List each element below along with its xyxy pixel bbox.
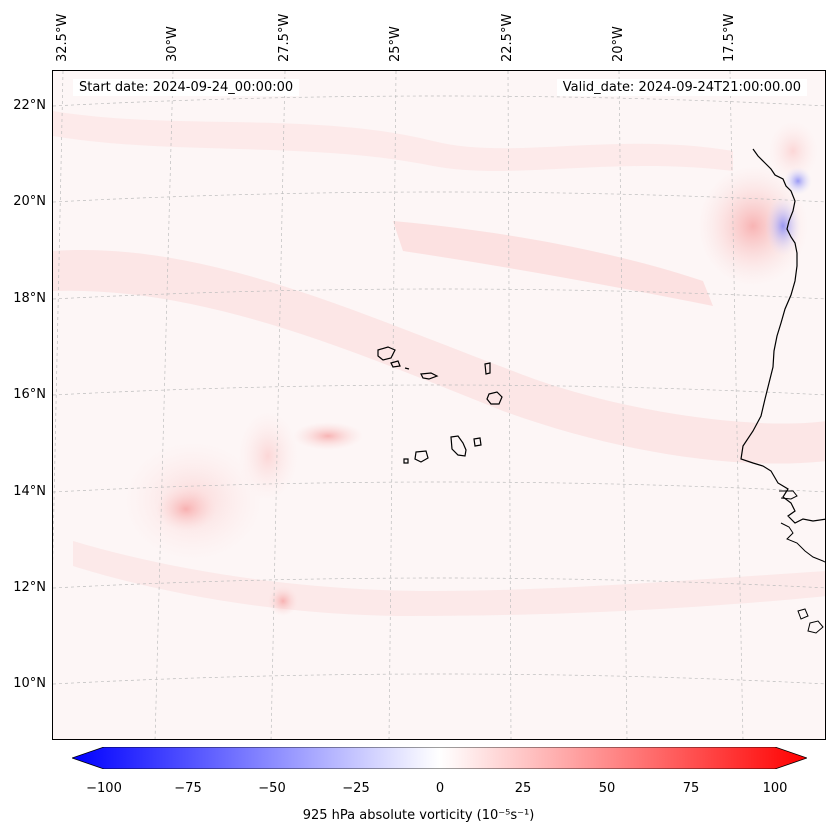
cape-verde-islands	[377, 346, 503, 464]
colorbar-tick: −75	[174, 781, 202, 796]
latitude-label: 20°N	[13, 194, 46, 209]
longitude-label: 17.5°W	[722, 13, 737, 62]
colorbar-tick: −50	[258, 781, 286, 796]
longitude-label: 20°W	[611, 26, 626, 62]
longitude-label: 30°W	[165, 26, 180, 62]
latitude-label: 16°N	[13, 387, 46, 402]
colorbar-tick: 75	[682, 781, 700, 796]
latitude-label: 10°N	[13, 676, 46, 691]
start-date-label: Start date: 2024-09-24_00:00:00	[73, 79, 300, 96]
guinea-bissau-coastline	[780, 522, 825, 563]
colorbar-tick: 0	[435, 781, 445, 796]
colorbar-tick: 25	[514, 781, 532, 796]
colorbar-gradient	[72, 747, 807, 769]
colorbar-label: 925 hPa absolute vorticity (10⁻⁵s⁻¹)	[302, 808, 535, 823]
colorbar	[72, 747, 807, 769]
vorticity-field	[53, 71, 825, 739]
bijagos-islands	[797, 608, 824, 634]
longitude-label: 32.5°W	[55, 13, 70, 62]
longitude-label: 22.5°W	[500, 13, 515, 62]
latitude-label: 12°N	[13, 580, 46, 595]
latitude-label: 22°N	[13, 98, 46, 113]
gambia-coastline	[779, 490, 798, 500]
vorticity-bands	[53, 111, 825, 616]
latitude-label: 14°N	[13, 484, 46, 499]
colorbar-tick: −100	[86, 781, 122, 796]
colorbar-tick: 100	[762, 781, 788, 796]
longitude-label: 25°W	[388, 26, 403, 62]
longitude-label: 27.5°W	[277, 13, 292, 62]
colorbar-tick: 50	[598, 781, 616, 796]
colorbar-tick: −25	[342, 781, 370, 796]
vorticity-maxima	[123, 121, 818, 616]
map-panel: Start date: 2024-09-24_00:00:00 Valid_da…	[52, 70, 826, 740]
gridlines	[53, 71, 825, 739]
latitude-label: 18°N	[13, 291, 46, 306]
valid-date-label: Valid_date: 2024-09-24T21:00:00.00	[556, 79, 807, 96]
